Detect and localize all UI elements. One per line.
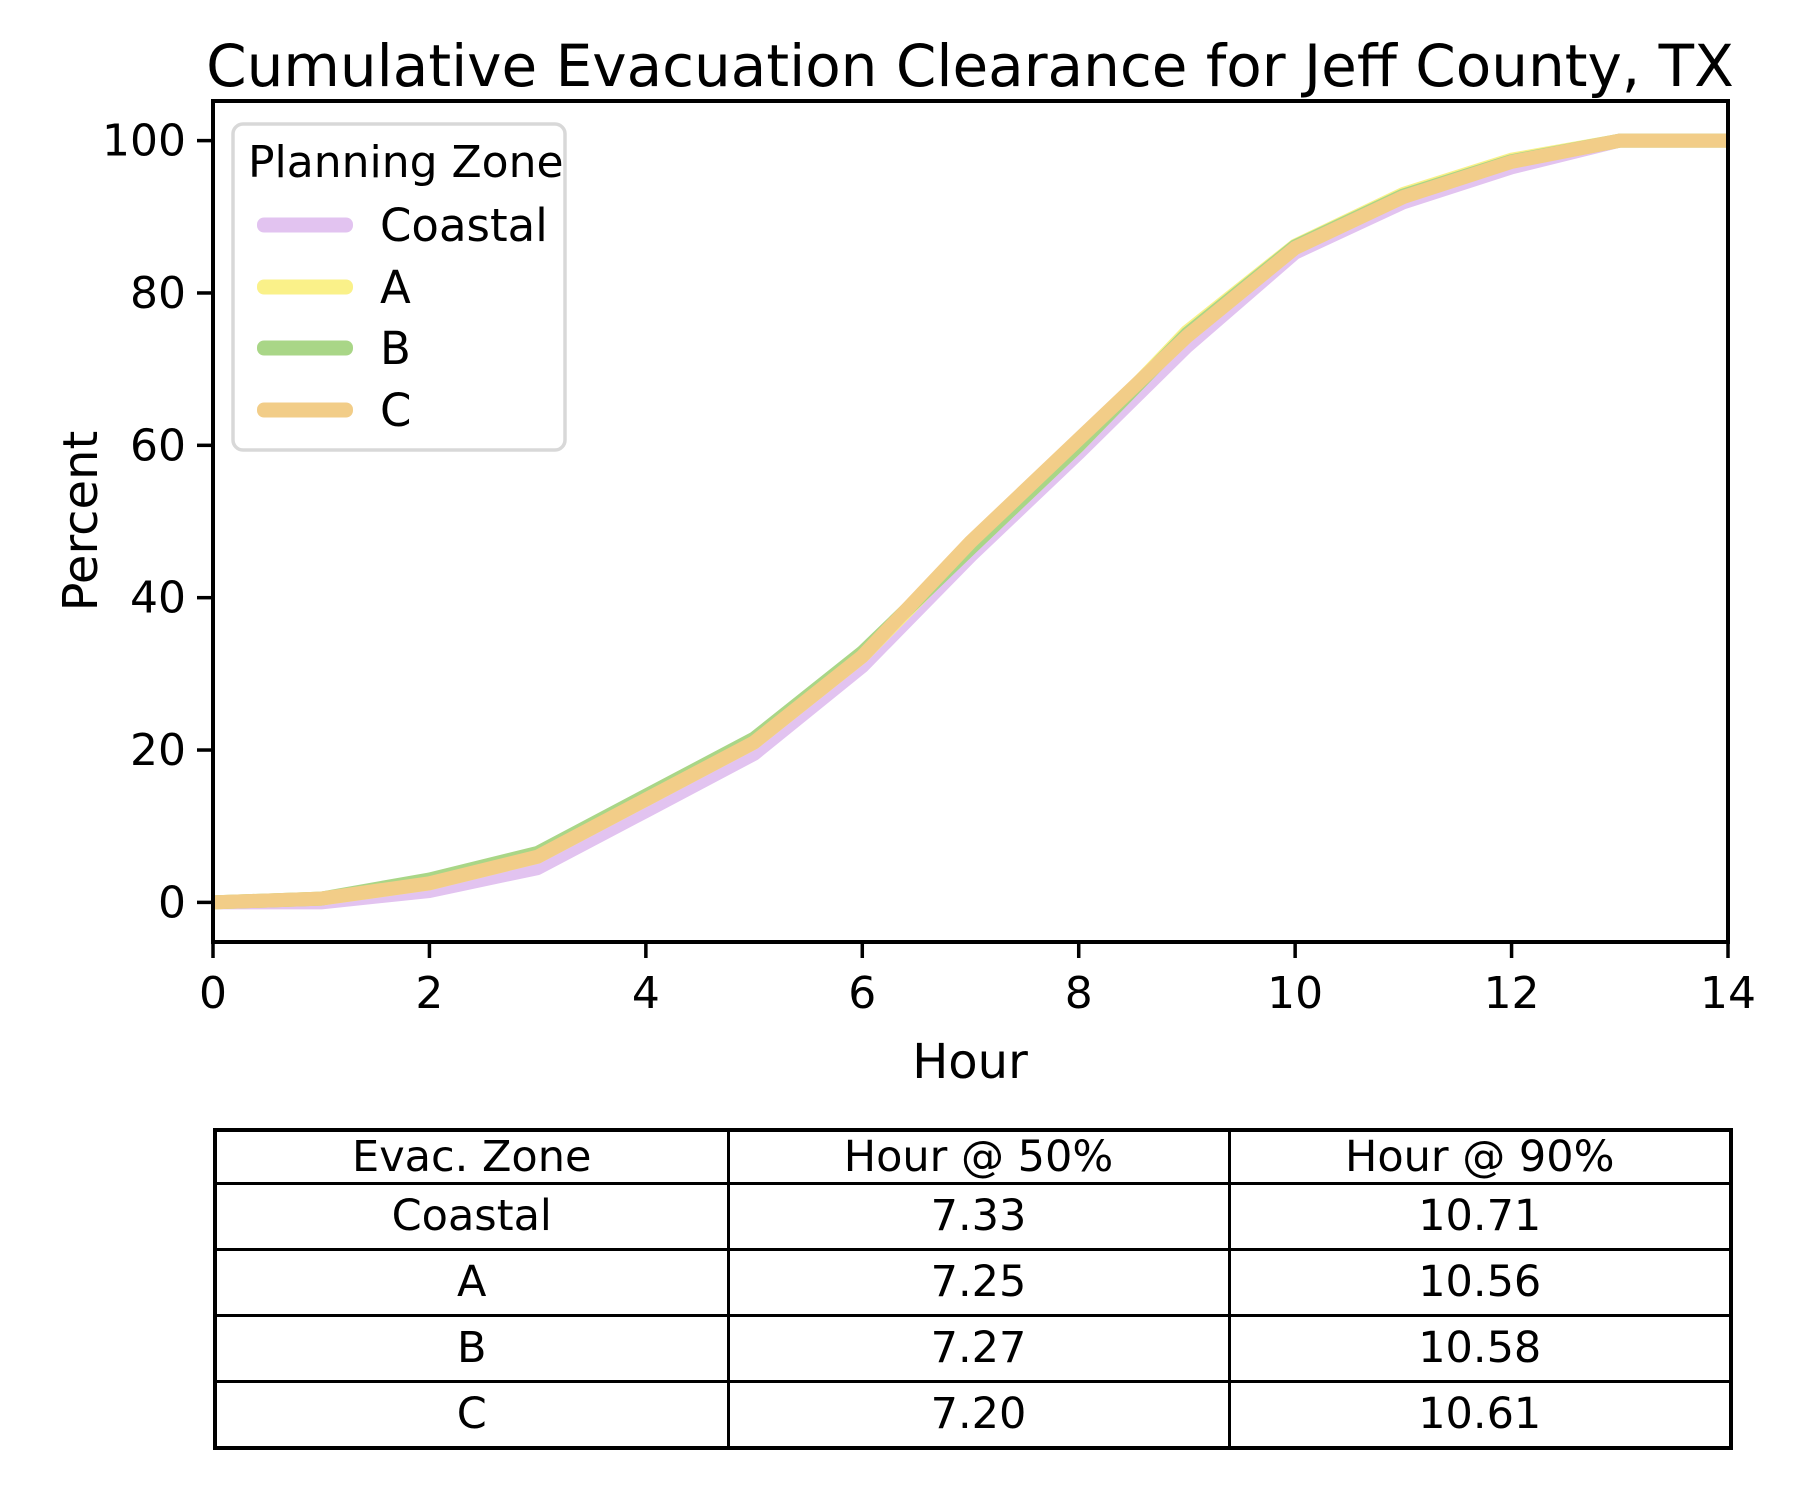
table-cell-zone: Coastal: [213, 1182, 730, 1251]
table-row: B 7.27 10.58: [213, 1313, 1733, 1383]
legend-label-c: C: [380, 384, 411, 437]
legend-swatch-b: [257, 340, 353, 356]
y-axis-ticks: 0 20 40 60 80 100: [102, 116, 213, 928]
legend-swatch-coastal: [257, 217, 353, 233]
legend-box: [231, 122, 567, 452]
table-header-hour90: Hour @ 90%: [1227, 1128, 1733, 1185]
table-header-zone: Evac. Zone: [213, 1128, 730, 1185]
table-cell-zone: C: [213, 1379, 730, 1450]
x-axis-ticks: 0 2 4 6 8 10 12 14: [199, 942, 1756, 1019]
x-tick-label: 0: [199, 968, 227, 1019]
table-row: Coastal 7.33 10.71: [213, 1182, 1733, 1251]
table-cell-hour90: 10.56: [1227, 1247, 1733, 1317]
legend-item-c: C: [257, 384, 411, 437]
legend-label-coastal: Coastal: [380, 199, 548, 252]
table-cell-hour50: 7.25: [726, 1247, 1231, 1317]
legend-swatch-c: [257, 402, 353, 418]
y-tick-label: 40: [130, 573, 186, 624]
legend-label-a: A: [380, 261, 411, 314]
table-row: A 7.25 10.56: [213, 1247, 1733, 1317]
table-header-row: Evac. Zone Hour @ 50% Hour @ 90%: [213, 1128, 1733, 1185]
clearance-table: Evac. Zone Hour @ 50% Hour @ 90% Coastal…: [213, 1128, 1733, 1450]
legend-swatch-a: [257, 279, 353, 295]
table-cell-zone: B: [213, 1313, 730, 1383]
table-cell-hour90: 10.71: [1227, 1182, 1733, 1251]
x-tick-label: 2: [415, 968, 443, 1019]
table-cell-zone: A: [213, 1247, 730, 1317]
legend-item-coastal: Coastal: [257, 199, 548, 252]
legend-title: Planning Zone: [248, 137, 564, 188]
x-tick-label: 8: [1065, 968, 1093, 1019]
chart-title: Cumulative Evacuation Clearance for Jeff…: [206, 32, 1734, 100]
y-tick-label: 80: [130, 268, 186, 319]
x-tick-label: 10: [1267, 968, 1323, 1019]
axes-frame: [211, 99, 1730, 944]
x-axis-label: Hour: [912, 1034, 1028, 1090]
x-tick-label: 12: [1484, 968, 1540, 1019]
table-cell-hour50: 7.20: [726, 1379, 1231, 1450]
table-header-hour50: Hour @ 50%: [726, 1128, 1231, 1185]
x-tick-label: 4: [632, 968, 660, 1019]
series-line-c: [212, 133, 1728, 910]
series-group: [212, 133, 1728, 910]
table-cell-hour90: 10.58: [1227, 1313, 1733, 1383]
evacuation-clearance-chart: Cumulative Evacuation Clearance for Jeff…: [53, 32, 1756, 1090]
legend-items: Coastal ABC: [257, 199, 548, 437]
y-axis-label: Percent: [53, 431, 109, 612]
table-cell-hour50: 7.33: [726, 1182, 1231, 1251]
legend: Planning Zone Coastal ABC: [231, 122, 567, 452]
table-row: C 7.20 10.61: [213, 1379, 1733, 1450]
x-tick-label: 6: [848, 968, 876, 1019]
y-tick-label: 100: [102, 116, 186, 167]
legend-item-a: A: [257, 261, 411, 314]
plot-border: [211, 99, 1730, 944]
y-tick-label: 60: [130, 420, 186, 471]
legend-item-b: B: [257, 322, 411, 375]
y-tick-label: 20: [130, 725, 186, 776]
legend-label-b: B: [380, 322, 411, 375]
table-cell-hour90: 10.61: [1227, 1379, 1733, 1450]
x-tick-label: 14: [1700, 968, 1756, 1019]
table-cell-hour50: 7.27: [726, 1313, 1231, 1383]
y-tick-label: 0: [158, 877, 186, 928]
